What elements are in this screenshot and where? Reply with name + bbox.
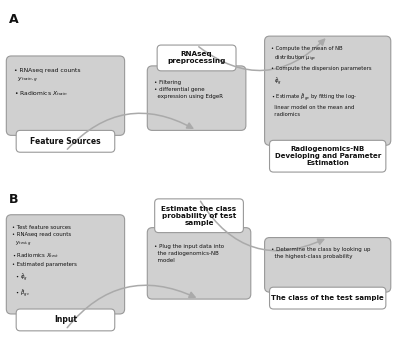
- FancyBboxPatch shape: [147, 66, 246, 130]
- Text: Feature Sources: Feature Sources: [30, 137, 101, 146]
- FancyBboxPatch shape: [270, 140, 386, 172]
- FancyBboxPatch shape: [264, 237, 391, 292]
- Text: Estimate the class
probability of test
sample: Estimate the class probability of test s…: [162, 206, 237, 226]
- FancyBboxPatch shape: [155, 199, 244, 233]
- FancyBboxPatch shape: [147, 228, 251, 299]
- FancyBboxPatch shape: [264, 36, 391, 145]
- Text: RNAseq
preprocessing: RNAseq preprocessing: [167, 52, 226, 65]
- Text: • Compute the mean of NB
  distribution $\mu_{igc}$
• Compute the dispersion par: • Compute the mean of NB distribution $\…: [270, 46, 371, 117]
- Text: B: B: [9, 193, 19, 206]
- FancyBboxPatch shape: [270, 287, 386, 309]
- FancyBboxPatch shape: [16, 309, 115, 331]
- Text: • Filtering
• differential gene
  expression using EdgeR: • Filtering • differential gene expressi…: [154, 80, 223, 99]
- Text: • Plug the input data into
  the radiogenomics-NB
  model: • Plug the input data into the radiogeno…: [154, 244, 224, 262]
- Text: A: A: [9, 13, 19, 26]
- Text: The class of the test sample: The class of the test sample: [271, 295, 384, 301]
- Text: • Determine the class by looking up
  the highest-class probability: • Determine the class by looking up the …: [270, 248, 370, 260]
- FancyBboxPatch shape: [6, 215, 125, 314]
- FancyBboxPatch shape: [6, 56, 125, 135]
- Text: • RNAseq read counts
  $y_{train,g}$
• Radiomics $X_{train}$: • RNAseq read counts $y_{train,g}$ • Rad…: [14, 68, 81, 98]
- Text: • Test feature sources
• RNAseq read counts
  $y_{test,g}$
• Radiomics $X_{test}: • Test feature sources • RNAseq read cou…: [12, 225, 77, 299]
- FancyBboxPatch shape: [16, 130, 115, 152]
- Text: Input: Input: [54, 315, 77, 325]
- FancyBboxPatch shape: [157, 45, 236, 71]
- Text: Radiogenomics-NB
Developing and Parameter
Estimation: Radiogenomics-NB Developing and Paramete…: [274, 146, 381, 166]
